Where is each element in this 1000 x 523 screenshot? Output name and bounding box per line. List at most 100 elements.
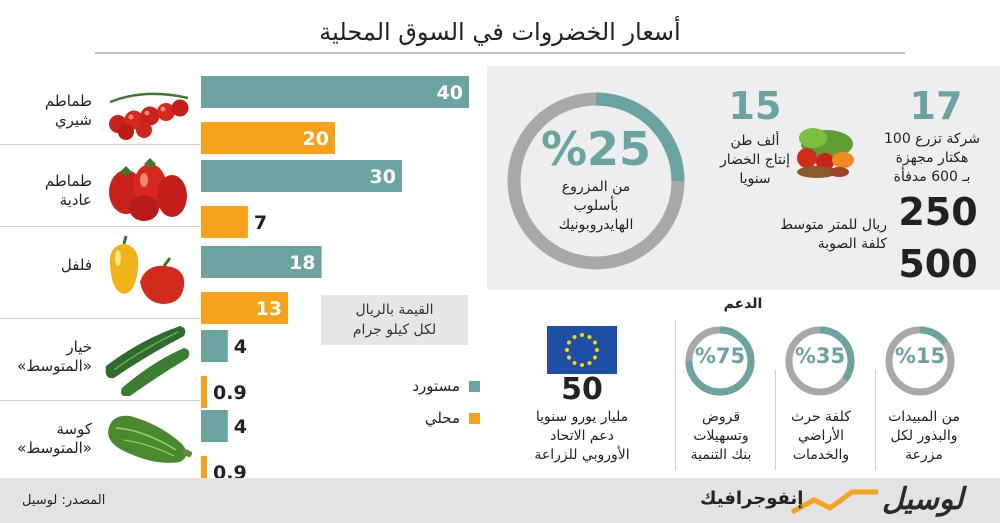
- companies-caption: شركة تزرع 100 هكتار مجهزة بـ 600 مدفأة: [869, 130, 995, 187]
- product-name-cherry-tomato: طماطم شيري: [18, 92, 92, 130]
- greenhouse-cost-high: 500: [898, 242, 978, 286]
- unit-note: القيمة بالريال لكل كيلو جرام: [321, 295, 468, 345]
- caption-line: الأراضي: [797, 428, 845, 444]
- caption-line: بـ 600 مدفأة: [893, 169, 971, 185]
- caption-line: الأوروبي للزراعة: [534, 447, 630, 463]
- tomato-icon: [109, 158, 187, 221]
- unit-note-line: القيمة بالريال: [355, 302, 434, 318]
- greenhouse-cost-caption: ريال للمتر متوسط كلفة الصوبة: [747, 216, 887, 254]
- product-name-zucchini: كوسة «المتوسط»: [17, 420, 92, 458]
- bar-local-3: [201, 376, 208, 408]
- eu-star-icon: [580, 363, 584, 367]
- bar-imported-1: [201, 160, 402, 192]
- caption-line: كلفة الصوبة: [817, 236, 887, 252]
- eu-star-icon: [587, 335, 592, 340]
- caption-line: بنك التنمية: [690, 447, 752, 463]
- legend-imported: مستورد: [355, 377, 480, 397]
- source-credit: المصدر: لوسيل: [22, 493, 106, 508]
- product-name-line: طماطم: [44, 92, 92, 110]
- bar-label-imported-0: 40: [437, 82, 463, 104]
- eu-star-icon: [592, 355, 597, 360]
- bar-label-local-0: 20: [303, 128, 329, 150]
- eu-star-icon: [580, 333, 584, 337]
- eu-star-icon: [587, 360, 592, 365]
- bar-local-2: [201, 292, 289, 324]
- plowing-caption: كلفة حرث الأراضي والخدمات: [769, 408, 873, 465]
- caption-line: بأسلوب: [573, 198, 619, 214]
- production-caption: ألف طن إنتاج الخضار سنويا: [699, 132, 811, 189]
- loans-percent: %75: [694, 344, 746, 368]
- pesticides-donut: [885, 326, 955, 396]
- caption-line: كلفة حرث: [791, 409, 851, 425]
- pepper-icon: [109, 236, 185, 304]
- cucumber-icon: [105, 326, 190, 396]
- bar-label-local-3: 0.9: [213, 382, 247, 404]
- donut-value-arc: [507, 92, 685, 270]
- eu-support-caption: مليار يورو سنويا دعم الاتحاد الأوروبي لل…: [507, 408, 657, 465]
- caption-line: قروض: [701, 409, 741, 425]
- infographic-label: إنفوجرافيك: [700, 488, 804, 509]
- bar-label-imported-2: 18: [289, 252, 315, 274]
- column-divider: [775, 370, 776, 470]
- brand-chart-logo-icon: [790, 489, 878, 515]
- support-section: الدعم %75 قروض وتسهيلات بنك التنمية %35 …: [487, 290, 1000, 478]
- donut-value-arc: [885, 326, 955, 396]
- hydroponic-donut: [507, 92, 685, 270]
- caption-line: ريال للمتر متوسط: [780, 217, 887, 233]
- product-name-line: «المتوسط»: [17, 439, 92, 457]
- greenhouse-cost-low: 250: [898, 190, 978, 234]
- caption-line: والخدمات: [792, 447, 850, 463]
- eu-star-icon: [595, 348, 599, 352]
- hydroponic-caption: من المزروع بأسلوب الهايدروبونيك: [525, 178, 667, 235]
- donut-value-arc: [785, 326, 855, 396]
- eu-support-number: 50: [561, 372, 603, 407]
- caption-line: مزرعة: [905, 447, 943, 463]
- bar-label-imported-1: 30: [370, 166, 396, 188]
- eu-star-icon: [567, 340, 572, 345]
- eu-star-icon: [592, 340, 597, 345]
- pesticides-caption: من المبيدات والبذور لكل مزرعة: [869, 408, 979, 465]
- donut-value-arc: [685, 326, 755, 396]
- product-name-line: كوسة: [56, 420, 92, 438]
- plowing-percent: %35: [794, 344, 846, 368]
- footer: المصدر: لوسيل إنفوجرافيك لوسيل: [0, 478, 1000, 523]
- loans-donut: [685, 326, 755, 396]
- bar-local-0: [201, 122, 335, 154]
- bar-imported-4: [201, 410, 228, 442]
- bar-local-4: [201, 456, 208, 478]
- eu-star-icon: [572, 360, 577, 365]
- caption-line: شركة تزرع 100: [884, 131, 980, 147]
- caption-line: الهايدروبونيك: [558, 217, 634, 233]
- legend-swatch: [469, 413, 480, 424]
- caption-line: من المبيدات: [888, 409, 960, 425]
- product-name-line: خيار: [66, 338, 92, 356]
- brand-logo: لوسيل: [882, 482, 964, 517]
- product-name-line: «المتوسط»: [17, 357, 92, 375]
- bar-chart: 40 20 30 7 18 13 4 0.9 4 0.9: [201, 76, 469, 478]
- row-divider: [0, 400, 200, 401]
- bar-label-local-2: 13: [256, 298, 282, 320]
- bar-label-imported-3: 4: [234, 336, 247, 358]
- product-name-cucumber: خيار «المتوسط»: [17, 338, 92, 376]
- bar-imported-2: [201, 246, 322, 278]
- zucchini-icon: [108, 415, 193, 463]
- eu-star-icon: [565, 348, 569, 352]
- hydroponic-percent: %25: [540, 122, 652, 176]
- caption-line: دعم الاتحاد: [550, 428, 614, 444]
- unit-note-line: لكل كيلو جرام: [352, 322, 437, 338]
- eu-star-icon: [572, 335, 577, 340]
- legend-swatch: [469, 381, 480, 392]
- row-divider: [0, 144, 200, 145]
- caption-line: مليار يورو سنويا: [535, 409, 629, 425]
- page-title: أسعار الخضروات في السوق المحلية: [319, 18, 681, 46]
- plowing-donut: [785, 326, 855, 396]
- product-name-line: عادية: [59, 191, 92, 209]
- vegetable-basket-icon: [797, 128, 854, 178]
- companies-number: 17: [909, 84, 963, 128]
- row-divider: [0, 226, 200, 227]
- cherry-tomato-icon: [109, 92, 189, 140]
- support-heading: الدعم: [723, 296, 763, 312]
- bar-label-local-4: 0.9: [213, 462, 247, 478]
- column-divider: [675, 320, 676, 470]
- legend-label: محلي: [424, 409, 460, 427]
